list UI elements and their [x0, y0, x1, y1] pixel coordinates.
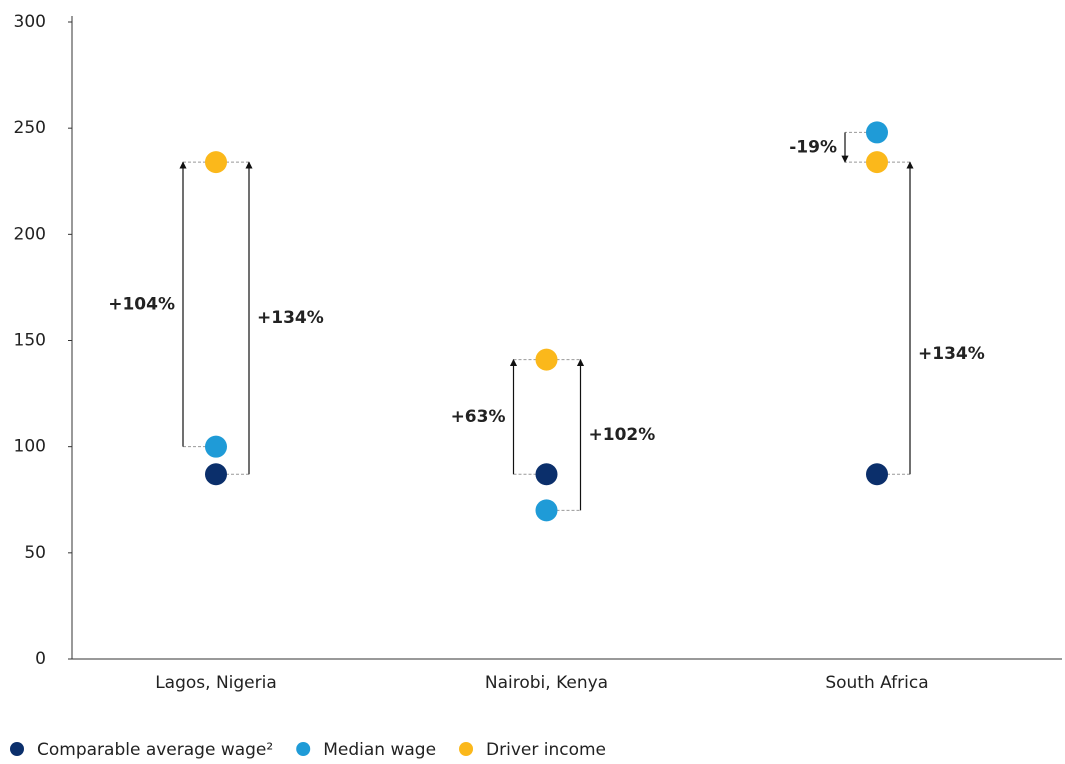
- annotation: +134%: [257, 308, 324, 328]
- y-tick-label: 250: [14, 118, 46, 138]
- dot: [205, 151, 227, 174]
- y-tick-label: 300: [14, 12, 46, 32]
- x-tick-label: Nairobi, Kenya: [485, 673, 608, 693]
- legend-marker: [296, 742, 311, 756]
- dot: [205, 435, 227, 458]
- y-tick-label: 100: [14, 437, 46, 457]
- legend-label: Driver income: [486, 740, 606, 760]
- dot: [866, 121, 888, 144]
- dot: [535, 348, 558, 371]
- annotation: +63%: [451, 407, 506, 427]
- y-tick-label: 50: [24, 543, 46, 563]
- legend-marker: [459, 742, 474, 756]
- dot: [866, 463, 888, 486]
- dot: [205, 463, 227, 486]
- annotation: +102%: [589, 425, 656, 445]
- x-tick-label: South Africa: [825, 673, 928, 693]
- annotation: +134%: [918, 344, 985, 364]
- dot: [535, 463, 558, 486]
- y-tick-label: 0: [35, 649, 46, 669]
- legend-label: Median wage: [323, 740, 436, 760]
- annotation: +104%: [108, 294, 175, 314]
- dot: [866, 151, 888, 174]
- y-tick-label: 150: [14, 331, 46, 351]
- x-tick-label: Lagos, Nigeria: [155, 673, 277, 693]
- legend-marker: [10, 742, 24, 756]
- legend-label: Comparable average wage²: [37, 740, 273, 760]
- annotation: -19%: [789, 137, 837, 157]
- y-tick-label: 200: [14, 224, 46, 244]
- dot: [535, 499, 558, 522]
